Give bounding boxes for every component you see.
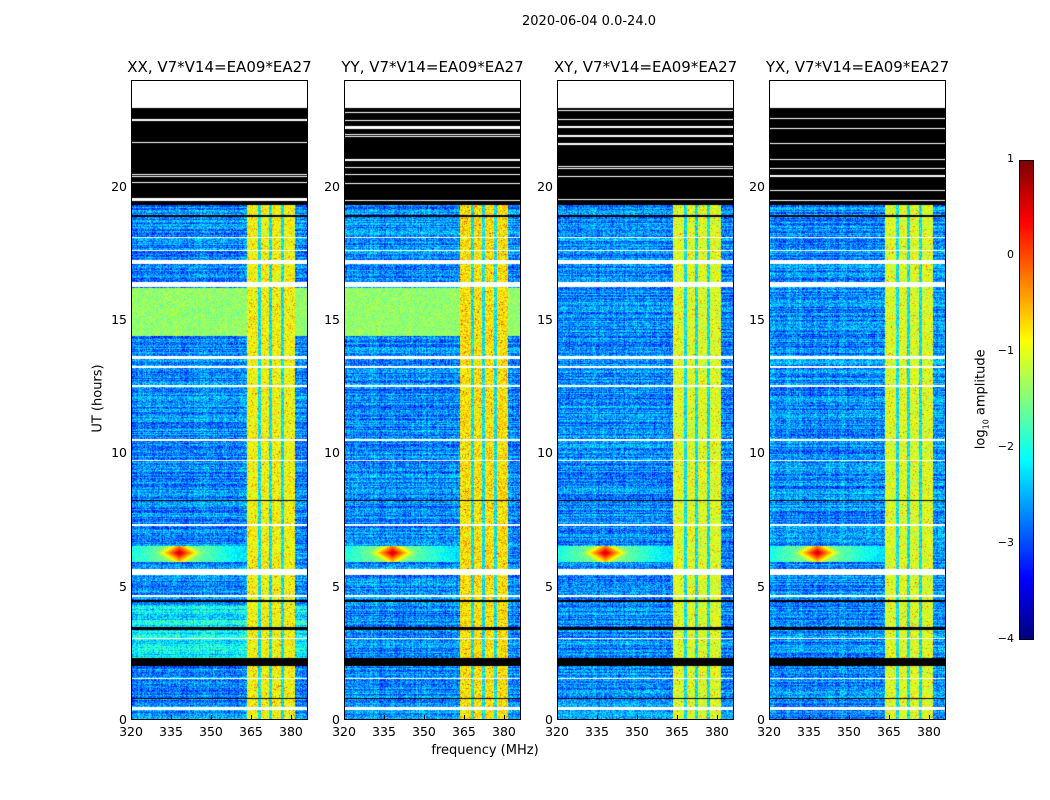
x-tick-label: 350: [412, 724, 436, 739]
colorbar-tick-label: −4: [997, 632, 1014, 645]
heatmap-panel: [557, 80, 734, 720]
y-tick-label: 5: [119, 578, 127, 594]
x-tick-label: 335: [797, 724, 821, 739]
x-tick-mark: [463, 715, 465, 719]
x-tick-label: 380: [917, 724, 941, 739]
x-tick-mark: [131, 715, 132, 719]
x-tick-label: 320: [332, 724, 356, 739]
figure-title: 2020-06-04 0.0-24.0: [522, 14, 656, 29]
x-tick-label: 350: [837, 724, 861, 739]
x-tick-label: 335: [372, 724, 396, 739]
colorbar: [1019, 160, 1034, 640]
panel-title: YX, V7*V14=EA09*EA27: [765, 58, 950, 76]
colorbar-tick-label: −1: [997, 344, 1014, 357]
x-tick-label: 365: [452, 724, 476, 739]
panel-title: XX, V7*V14=EA09*EA27: [127, 58, 312, 76]
heatmap-panel: [769, 80, 946, 720]
x-tick-mark: [716, 715, 718, 719]
heatmap-cells: [558, 81, 733, 719]
heatmap-panel: [131, 80, 308, 720]
colorbar-label-rest: amplitude: [973, 349, 989, 420]
y-tick-label: 20: [749, 178, 765, 194]
x-tick-mark: [503, 715, 505, 719]
x-tick-label: 380: [279, 724, 303, 739]
heatmap-cells: [132, 81, 307, 719]
y-tick-label: 10: [749, 445, 765, 461]
x-tick-mark: [596, 715, 598, 719]
x-tick-mark: [888, 715, 890, 719]
colorbar-tick-label: 1: [1007, 152, 1014, 165]
y-tick-label: 0: [545, 712, 553, 727]
y-tick-label: 0: [757, 712, 765, 727]
x-tick-mark: [383, 715, 385, 719]
y-tick-label: 0: [119, 712, 127, 727]
x-tick-mark: [636, 715, 638, 719]
y-tick-label: 10: [111, 445, 127, 461]
heatmap-cells: [345, 81, 520, 719]
y-tick-label: 15: [537, 312, 553, 327]
x-tick-label: 320: [545, 724, 569, 739]
x-tick-label: 365: [665, 724, 689, 739]
x-tick-mark: [250, 715, 252, 719]
y-tick-label: 5: [332, 578, 340, 594]
colorbar-tick-label: −2: [997, 440, 1014, 453]
x-tick-mark: [676, 715, 678, 719]
x-axis-label: frequency (MHz): [431, 743, 539, 758]
x-tick-label: 350: [625, 724, 649, 739]
y-tick-label: 10: [324, 445, 340, 461]
x-tick-mark: [290, 715, 292, 719]
y-tick-label: 15: [749, 312, 765, 327]
x-tick-mark: [344, 715, 345, 719]
x-tick-label: 335: [159, 724, 183, 739]
heatmap-panel: [344, 80, 521, 720]
x-tick-label: 365: [239, 724, 263, 739]
x-tick-label: 350: [199, 724, 223, 739]
y-tick-label: 0: [332, 712, 340, 727]
y-axis-label: UT (hours): [90, 364, 106, 433]
panel-title: XY, V7*V14=EA09*EA27: [553, 58, 738, 76]
y-tick-label: 15: [324, 312, 340, 327]
colorbar-label-sub: 10: [981, 419, 991, 430]
x-tick-label: 320: [757, 724, 781, 739]
y-tick-label: 5: [545, 578, 553, 594]
x-tick-mark: [557, 715, 558, 719]
x-tick-mark: [769, 715, 770, 719]
y-tick-label: 20: [324, 178, 340, 194]
colorbar-tick-label: −3: [997, 536, 1014, 549]
x-tick-mark: [928, 715, 930, 719]
x-tick-mark: [170, 715, 172, 719]
x-tick-label: 335: [585, 724, 609, 739]
x-tick-mark: [808, 715, 810, 719]
x-tick-label: 380: [705, 724, 729, 739]
x-tick-label: 365: [877, 724, 901, 739]
y-tick-label: 15: [111, 312, 127, 327]
heatmap-cells: [770, 81, 945, 719]
y-tick-label: 5: [757, 578, 765, 594]
x-tick-mark: [210, 715, 212, 719]
x-tick-label: 380: [492, 724, 516, 739]
y-tick-label: 20: [111, 178, 127, 194]
x-tick-mark: [423, 715, 425, 719]
x-tick-mark: [848, 715, 850, 719]
x-tick-label: 320: [119, 724, 143, 739]
y-tick-label: 20: [537, 178, 553, 194]
colorbar-tick-label: 0: [1007, 248, 1014, 261]
y-tick-label: 10: [537, 445, 553, 461]
panel-title: YY, V7*V14=EA09*EA27: [341, 58, 524, 76]
